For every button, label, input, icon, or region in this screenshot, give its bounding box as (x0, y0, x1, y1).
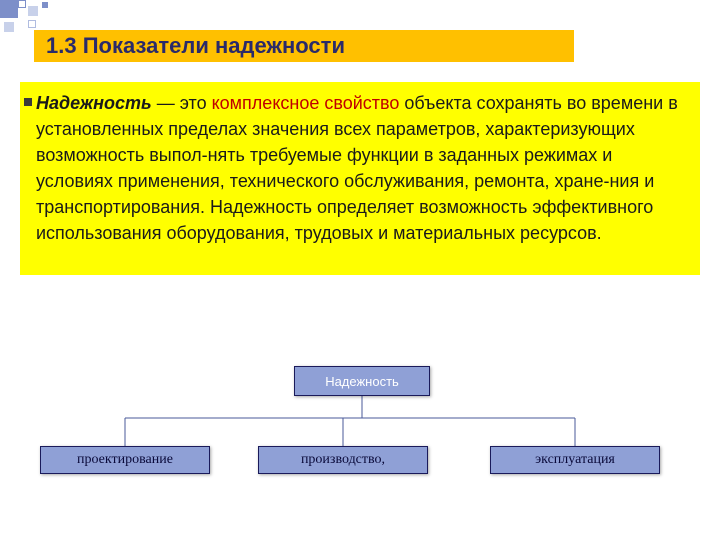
hierarchy-diagram: Надежность проектирование производство, … (40, 366, 680, 526)
page-title: 1.3 Показатели надежности (46, 35, 345, 57)
node-leaf: проектирование (40, 446, 210, 474)
definition-block: Надежность — это комплексное свойство об… (20, 82, 700, 275)
bullet-icon (24, 98, 32, 106)
term: Надежность (36, 93, 152, 113)
node-leaf: эксплуатация (490, 446, 660, 474)
node-leaf: производство, (258, 446, 428, 474)
keyword: комплексное свойство (212, 93, 400, 113)
sep: — это (152, 93, 212, 113)
title-bar: 1.3 Показатели надежности (34, 30, 574, 62)
definition-rest: объекта сохранять во времени в установле… (36, 93, 678, 243)
node-root: Надежность (294, 366, 430, 396)
node-leaf-label: проектирование (77, 452, 173, 468)
node-leaf-label: производство, (301, 452, 385, 468)
node-root-label: Надежность (325, 374, 399, 389)
node-leaf-label: эксплуатация (535, 452, 615, 468)
